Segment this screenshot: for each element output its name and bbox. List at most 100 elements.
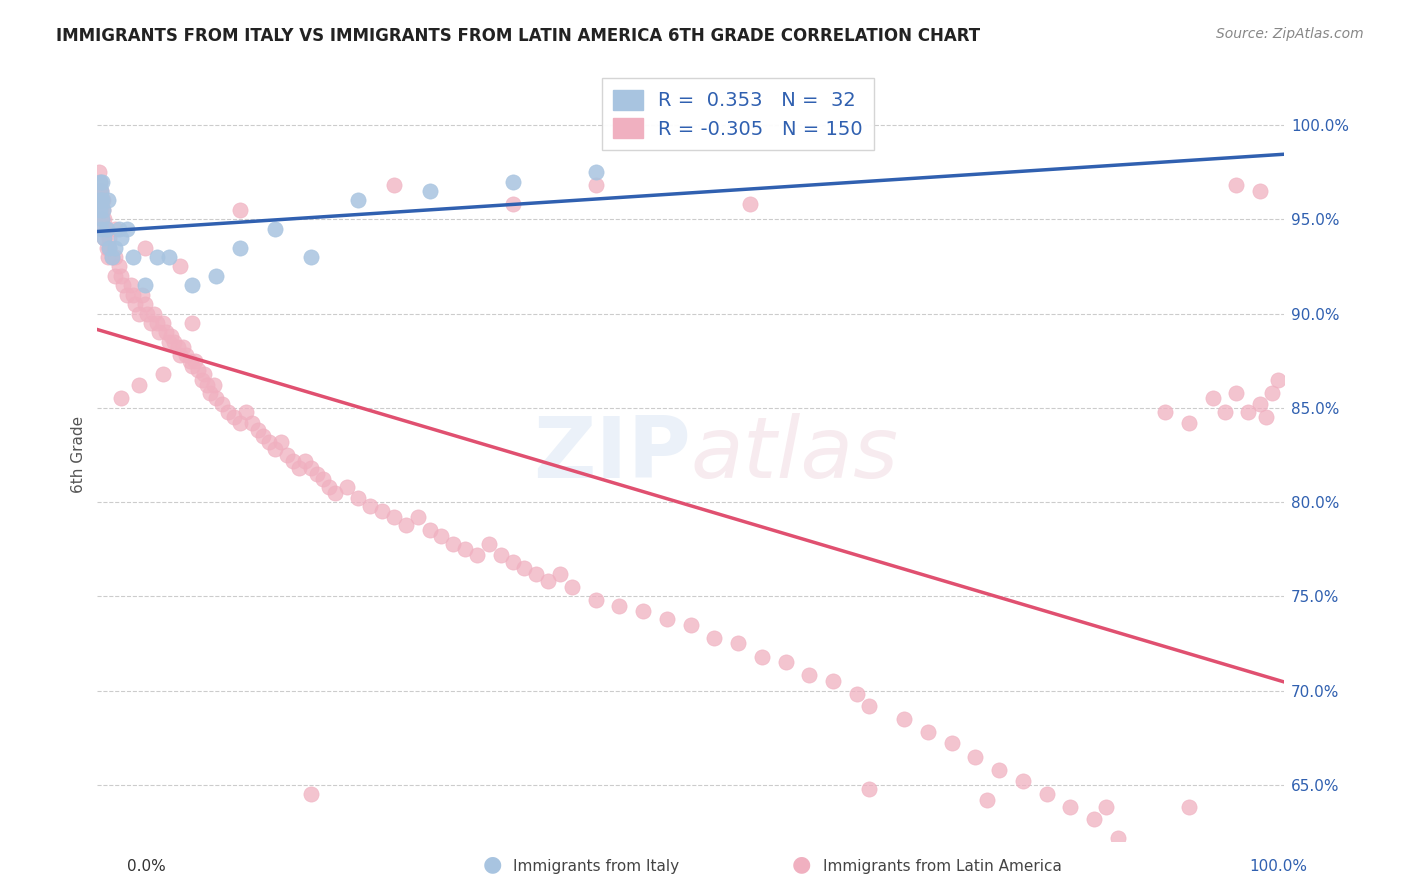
Point bbox=[107, 221, 129, 235]
Point bbox=[941, 736, 963, 750]
Point bbox=[155, 326, 177, 340]
Point bbox=[157, 250, 180, 264]
Text: IMMIGRANTS FROM ITALY VS IMMIGRANTS FROM LATIN AMERICA 6TH GRADE CORRELATION CHA: IMMIGRANTS FROM ITALY VS IMMIGRANTS FROM… bbox=[56, 27, 980, 45]
Point bbox=[98, 241, 121, 255]
Point bbox=[264, 221, 287, 235]
Point bbox=[124, 297, 146, 311]
Point bbox=[229, 241, 252, 255]
Point bbox=[299, 787, 322, 801]
Point bbox=[91, 221, 114, 235]
Point bbox=[655, 612, 678, 626]
Text: Source: ZipAtlas.com: Source: ZipAtlas.com bbox=[1216, 27, 1364, 41]
Point bbox=[89, 175, 111, 189]
Point bbox=[89, 202, 111, 217]
Point bbox=[240, 416, 263, 430]
Point bbox=[134, 241, 156, 255]
Point bbox=[1011, 774, 1033, 789]
Point bbox=[211, 397, 233, 411]
Point bbox=[181, 278, 204, 293]
Point bbox=[93, 231, 115, 245]
Point bbox=[347, 491, 370, 506]
Y-axis label: 6th Grade: 6th Grade bbox=[72, 417, 86, 493]
Point bbox=[107, 260, 129, 274]
Point bbox=[193, 367, 215, 381]
Point bbox=[110, 392, 132, 406]
Point bbox=[489, 548, 512, 562]
Point bbox=[110, 231, 132, 245]
Point bbox=[548, 566, 571, 581]
Point bbox=[312, 472, 335, 486]
Point bbox=[91, 175, 114, 189]
Point bbox=[299, 250, 322, 264]
Point bbox=[89, 194, 111, 208]
Point bbox=[294, 453, 316, 467]
Point bbox=[89, 175, 111, 189]
Point bbox=[191, 372, 214, 386]
Point bbox=[148, 326, 170, 340]
Point bbox=[104, 268, 127, 283]
Text: ZIP: ZIP bbox=[533, 413, 690, 497]
Point bbox=[1130, 844, 1153, 858]
Point bbox=[1261, 385, 1284, 400]
Point bbox=[524, 566, 547, 581]
Point bbox=[1095, 800, 1118, 814]
Point bbox=[1249, 184, 1271, 198]
Point bbox=[382, 178, 405, 193]
Point bbox=[1107, 830, 1129, 845]
Point bbox=[98, 241, 121, 255]
Point bbox=[163, 334, 186, 349]
Point bbox=[1225, 178, 1247, 193]
Point bbox=[371, 504, 394, 518]
Point bbox=[198, 385, 221, 400]
Point bbox=[128, 378, 150, 392]
Point bbox=[112, 278, 135, 293]
Point bbox=[152, 316, 174, 330]
Point bbox=[229, 416, 252, 430]
Point bbox=[229, 202, 252, 217]
Point bbox=[1267, 372, 1289, 386]
Point bbox=[136, 307, 159, 321]
Point bbox=[264, 442, 287, 457]
Point bbox=[195, 378, 218, 392]
Point bbox=[775, 655, 797, 669]
Point bbox=[1254, 410, 1277, 425]
Point bbox=[252, 429, 274, 443]
Point bbox=[430, 529, 453, 543]
Point bbox=[502, 197, 524, 211]
Point bbox=[122, 287, 145, 301]
Text: 100.0%: 100.0% bbox=[1250, 859, 1308, 874]
Point bbox=[152, 367, 174, 381]
Point bbox=[181, 359, 204, 374]
Point bbox=[160, 329, 183, 343]
Point bbox=[419, 184, 441, 198]
Point bbox=[585, 178, 607, 193]
Point bbox=[1213, 404, 1236, 418]
Point bbox=[143, 307, 166, 321]
Point bbox=[90, 202, 112, 217]
Point bbox=[585, 165, 607, 179]
Point bbox=[202, 378, 225, 392]
Point bbox=[90, 194, 112, 208]
Point bbox=[799, 668, 821, 682]
Point bbox=[87, 184, 110, 198]
Text: Immigrants from Latin America: Immigrants from Latin America bbox=[823, 859, 1062, 874]
Point bbox=[222, 410, 245, 425]
Point bbox=[1249, 397, 1271, 411]
Point bbox=[478, 536, 501, 550]
Point bbox=[1178, 800, 1201, 814]
Point bbox=[454, 542, 477, 557]
Point bbox=[169, 348, 191, 362]
Point bbox=[1202, 392, 1225, 406]
Point bbox=[299, 461, 322, 475]
Point bbox=[93, 212, 115, 227]
Point bbox=[347, 194, 370, 208]
Point bbox=[441, 536, 464, 550]
Point bbox=[1083, 812, 1105, 826]
Point bbox=[1035, 787, 1057, 801]
Point bbox=[246, 424, 269, 438]
Point bbox=[609, 599, 631, 613]
Point bbox=[751, 649, 773, 664]
Text: atlas: atlas bbox=[690, 413, 898, 497]
Point bbox=[100, 250, 122, 264]
Point bbox=[96, 241, 118, 255]
